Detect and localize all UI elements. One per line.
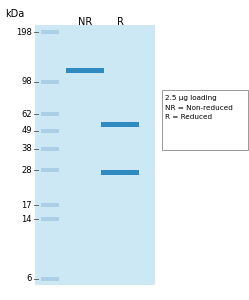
Bar	[66, 68, 104, 73]
Bar	[162, 90, 248, 150]
Text: 49: 49	[21, 126, 32, 135]
Bar	[101, 122, 139, 127]
Bar	[41, 217, 59, 221]
Text: 14: 14	[21, 214, 32, 224]
Bar	[41, 129, 59, 133]
Bar	[41, 168, 59, 172]
Bar	[41, 80, 59, 84]
Bar	[41, 147, 59, 151]
Text: 6: 6	[27, 274, 32, 284]
Bar	[41, 112, 59, 116]
Bar	[41, 203, 59, 208]
Text: kDa: kDa	[5, 9, 24, 19]
Bar	[41, 30, 59, 34]
Text: 17: 17	[21, 201, 32, 210]
Text: 2.5 μg loading
NR = Non-reduced
R = Reduced: 2.5 μg loading NR = Non-reduced R = Redu…	[165, 95, 233, 120]
Text: NR: NR	[78, 17, 92, 27]
Text: 28: 28	[21, 166, 32, 175]
Text: 198: 198	[16, 28, 32, 37]
Text: 62: 62	[21, 110, 32, 119]
Bar	[41, 277, 59, 281]
Text: R: R	[117, 17, 124, 27]
Text: 38: 38	[21, 144, 32, 153]
Bar	[101, 170, 139, 175]
Bar	[35, 25, 155, 285]
Text: 98: 98	[21, 77, 32, 86]
